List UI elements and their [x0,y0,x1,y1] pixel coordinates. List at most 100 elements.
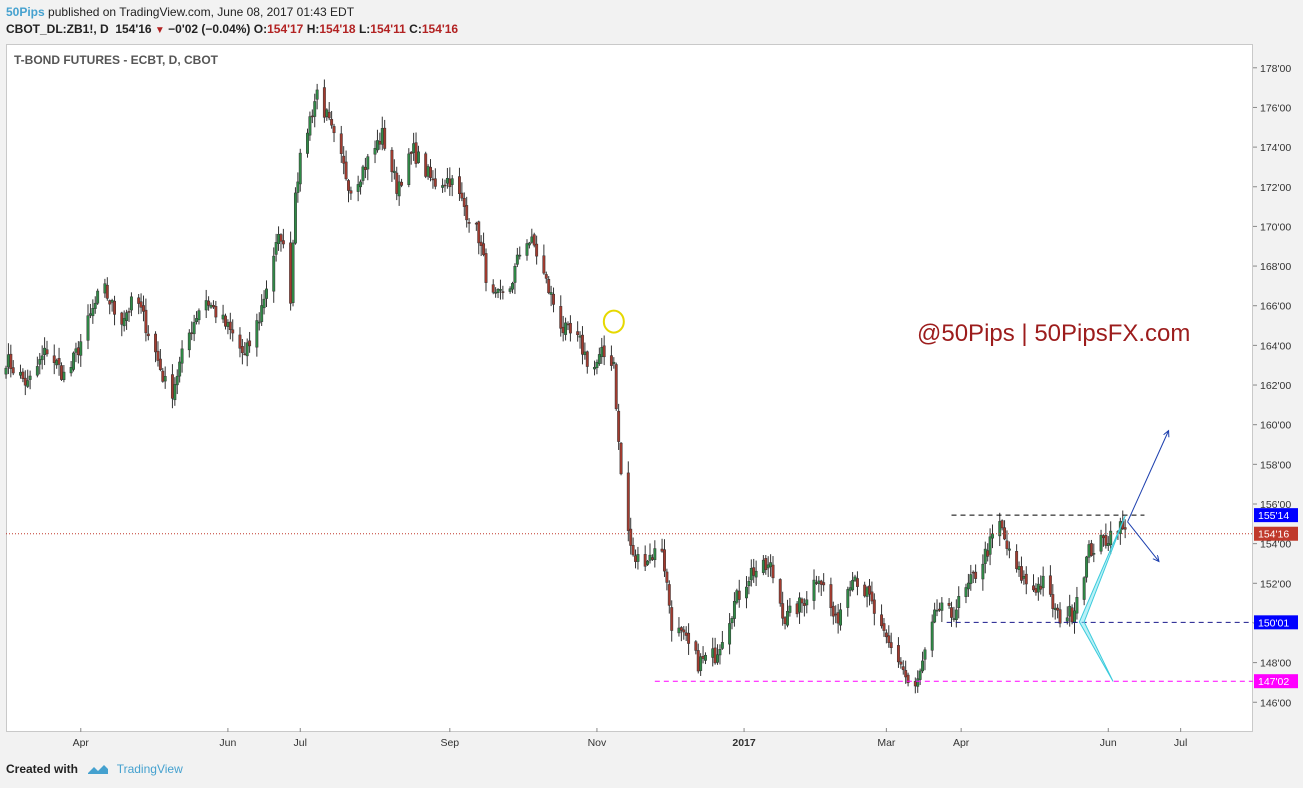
candle [1102,534,1105,547]
candle-body-down [609,355,613,366]
candle [146,325,150,341]
candle-body-down [814,582,818,584]
candle-body-down [414,142,418,164]
candle-body-down [76,347,80,356]
candle [834,605,838,624]
candle-body-up [163,376,167,382]
candle-body-up [612,361,616,364]
candle-body-down [11,367,15,374]
candle-body-up [600,347,604,358]
candle [91,299,95,324]
candle [1053,603,1057,620]
candle [1005,530,1009,556]
candle-body-down [665,571,669,583]
candle-body-up [43,347,47,355]
candle [805,591,809,614]
candle [429,159,432,182]
candle-body-up [262,298,266,309]
candle [788,597,792,617]
candle [884,629,888,644]
candle-body-down [913,681,917,687]
candle [896,637,900,668]
candle [986,543,990,562]
candle-body-up [530,236,534,243]
candle [937,602,941,612]
x-tick-label: Sep [440,737,459,749]
candle-body-up [983,548,987,564]
candle [983,541,987,574]
candle [458,167,461,201]
candle [409,151,413,165]
candle-body-down [383,127,387,149]
candle [718,644,722,665]
candle [737,579,741,608]
candle-body-up [197,310,201,321]
candle-body-up [308,116,312,136]
candle-body-up [720,642,724,649]
candle [913,677,917,694]
candle [298,148,302,192]
candle [462,192,466,217]
candle [535,235,539,265]
candle-body-down [127,311,131,313]
candle-body-up [91,308,95,317]
author-link[interactable]: 50Pips [6,5,45,19]
x-tick-label: Nov [588,737,607,749]
candle [103,278,107,298]
candle-body-down [1058,609,1062,624]
candle-body-down [170,374,174,399]
candle-body-up [952,618,956,620]
candle [192,314,196,342]
candle-body-up [646,560,650,565]
candle-body-down [822,582,826,586]
tradingview-link[interactable]: TradingView [116,762,183,776]
candle [272,247,276,303]
candle [127,307,131,322]
candle [1092,543,1096,563]
candle-body-up [417,151,420,163]
candle [347,179,350,203]
price-level-label: 155'14 [1258,510,1289,522]
candle-body-down [904,670,908,678]
y-tick-label: 164'00 [1260,340,1291,352]
candle-body-down [146,333,150,337]
candle [139,293,143,314]
candle [443,179,447,193]
candle-body-up [257,321,261,324]
candle [694,640,698,655]
candle [465,196,469,228]
candle [880,604,884,629]
candle [170,364,174,409]
price-level-label: 147'02 [1258,676,1289,688]
y-tick-label: 148'00 [1260,658,1291,670]
candle [1032,574,1035,593]
candle [1022,570,1026,585]
candle [665,568,669,591]
candle [508,286,512,294]
candle-body-up [129,296,133,311]
candle [1082,576,1086,606]
candle-body-down [602,345,606,358]
candle-body-up [373,148,377,155]
candle [561,315,565,342]
candle [713,637,717,665]
open-label: O: [253,22,268,36]
candle-body-down [701,655,705,659]
high-label: H: [306,22,320,36]
candle-body-up [1082,577,1086,600]
candle [231,319,235,342]
chart-plot-area[interactable] [6,44,1253,732]
candle-body-down [310,115,314,118]
candle [383,119,387,151]
candle [1041,566,1045,597]
candle [224,313,227,330]
candle [23,370,27,396]
candle-body-up [1106,543,1110,546]
candle [899,657,903,669]
symbol-label[interactable]: CBOT_DL:ZB1!, D [6,22,109,36]
candle-body-down [207,300,211,306]
candle-body-down [1019,566,1023,581]
candle-body-up [747,580,751,587]
candle [400,178,404,188]
